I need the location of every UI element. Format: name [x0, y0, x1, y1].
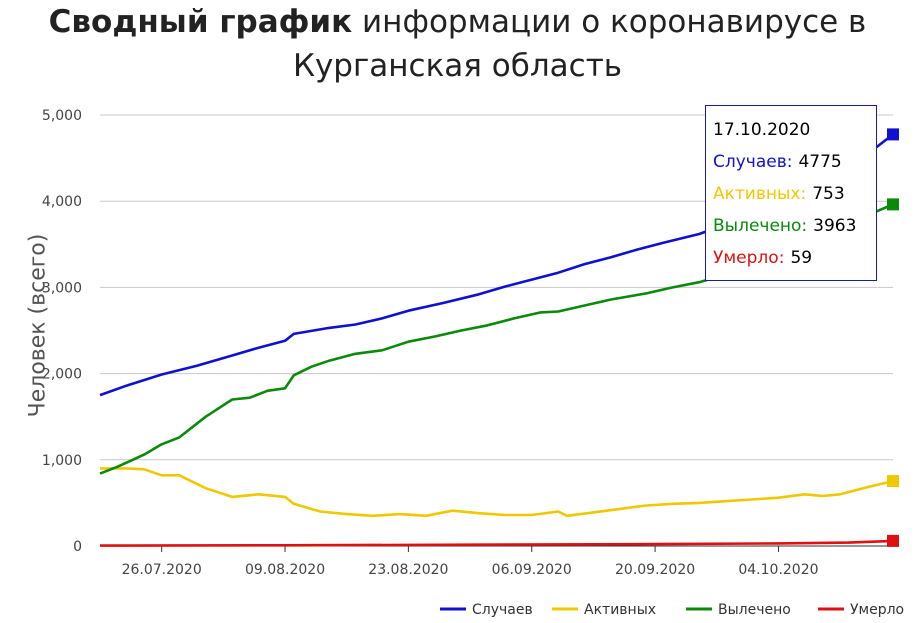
chart-title-rest: информации о коронавирусе в	[362, 4, 867, 40]
series-end-marker-1	[887, 475, 899, 488]
y-tick-label: 0	[73, 539, 82, 555]
tooltip-value-cases: 4775	[798, 152, 842, 172]
tooltip-value-deaths: 59	[790, 248, 813, 268]
tooltip-label-cases: Случаев:	[713, 152, 793, 172]
y-tick-label: 5,000	[42, 108, 82, 124]
tooltip-row-active: Активных: 753	[713, 184, 845, 204]
legend-label: Случаев	[472, 602, 533, 618]
chart-title-bold: Сводный график	[48, 4, 353, 40]
tooltip-row-deaths: Умерло: 59	[713, 248, 812, 268]
legend-label: Умерло	[850, 602, 904, 618]
legend-label: Активных	[584, 602, 656, 618]
x-tick-label: 04.10.2020	[738, 562, 818, 578]
tooltip-label-active: Активных:	[713, 184, 807, 204]
tooltip-value-active: 753	[812, 184, 845, 204]
x-tick-label: 06.09.2020	[492, 562, 572, 578]
y-tick-label: 2,000	[42, 367, 82, 383]
y-tick-label: 3,000	[42, 280, 82, 296]
series-line-1	[100, 467, 894, 518]
series-end-marker-2	[887, 198, 899, 211]
tooltip-value-recovered: 3963	[813, 216, 857, 236]
x-tick-label: 26.07.2020	[122, 562, 202, 578]
chart-subtitle: Курганская область	[292, 48, 623, 84]
series-line-3	[99, 539, 894, 547]
x-tick-label: 23.08.2020	[368, 562, 448, 578]
series-end-marker-3	[887, 534, 899, 547]
x-tick-label: 20.09.2020	[615, 562, 695, 578]
tooltip-row-recovered: Вылечено: 3963	[713, 216, 856, 236]
x-tick-label: 09.08.2020	[245, 562, 325, 578]
chart-title: Сводный график информации о коронавирусе…	[0, 4, 915, 40]
tooltip: 17.10.2020 Случаев: 4775 Активных: 753 Выл…	[705, 105, 877, 281]
y-tick-label: 4,000	[42, 194, 82, 210]
y-tick-label: 1,000	[42, 453, 82, 469]
series-end-marker-0	[887, 128, 899, 141]
legend-label: Вылечено	[718, 602, 791, 618]
tooltip-label-recovered: Вылечено:	[713, 216, 808, 236]
tooltip-date: 17.10.2020	[713, 120, 811, 140]
tooltip-row-cases: Случаев: 4775	[713, 152, 842, 172]
tooltip-label-deaths: Умерло:	[713, 248, 785, 268]
